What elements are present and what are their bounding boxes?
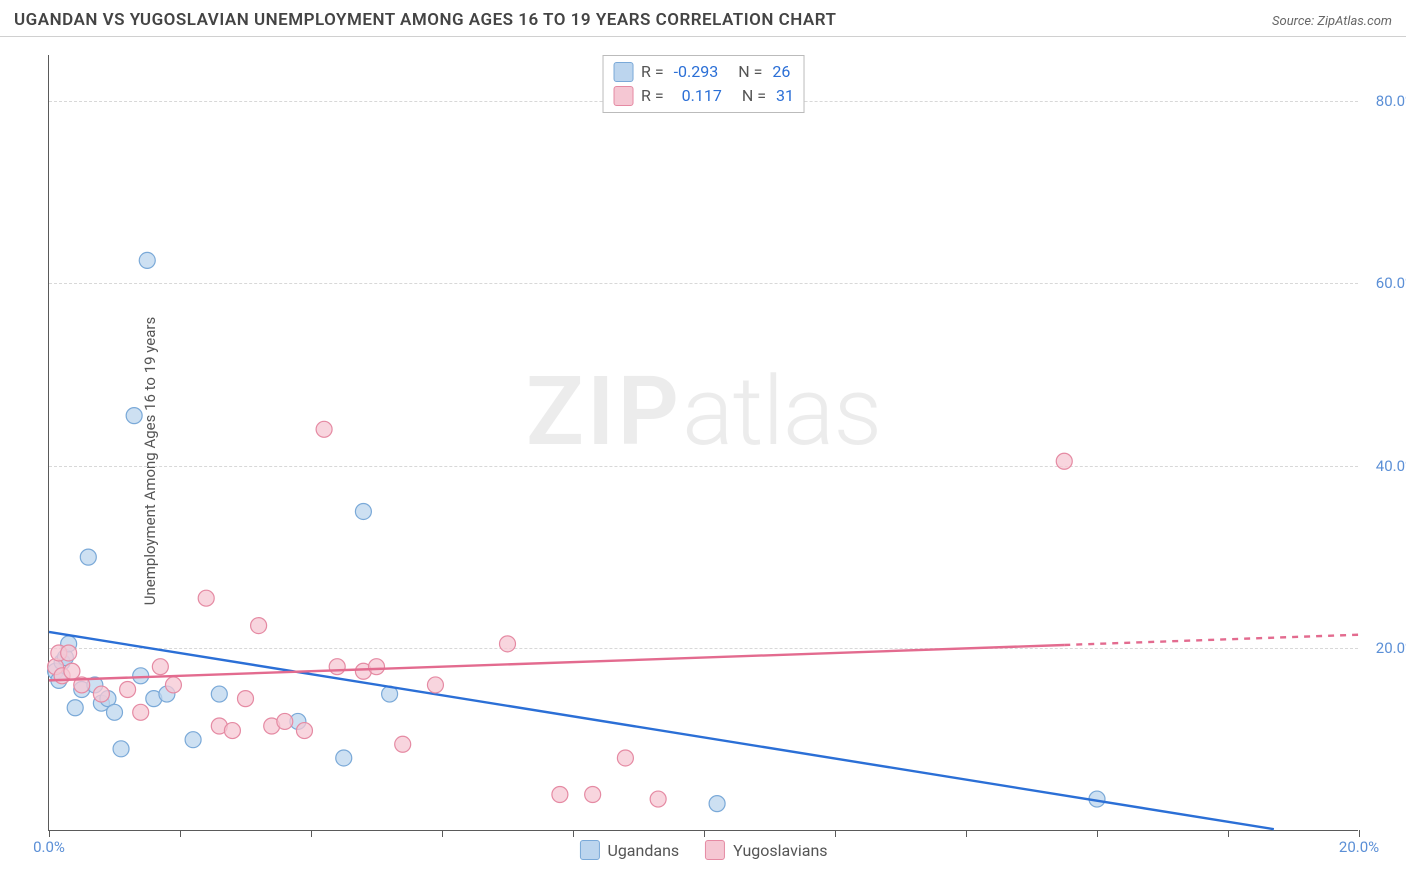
stat-n-value-ugandans: 26: [772, 60, 790, 84]
stats-row-ugandans: R = -0.293 N = 26: [613, 60, 794, 84]
legend-swatch-ugandans: [579, 840, 599, 860]
chart-area: Unemployment Among Ages 16 to 19 years R…: [0, 37, 1406, 885]
x-tick: [180, 830, 181, 837]
data-point: [585, 786, 601, 802]
data-point: [113, 741, 129, 757]
data-point: [617, 750, 633, 766]
data-point: [296, 723, 312, 739]
data-point: [251, 618, 267, 634]
y-tick-label: 20.0%: [1376, 639, 1406, 657]
x-tick-label: 0.0%: [33, 838, 65, 856]
legend-label-ugandans: Ugandans: [607, 841, 679, 860]
scatter-svg: [49, 55, 1359, 831]
data-point: [139, 252, 155, 268]
x-tick: [1359, 830, 1360, 837]
stats-row-yugoslavians: R = 0.117 N = 31: [613, 84, 794, 108]
stat-r-value-yugoslavians: 0.117: [682, 84, 722, 108]
data-point: [500, 636, 516, 652]
legend-item-ugandans: Ugandans: [579, 840, 679, 860]
x-tick: [49, 830, 50, 837]
data-point: [336, 750, 352, 766]
data-point: [316, 421, 332, 437]
x-tick: [1097, 830, 1098, 837]
stat-r-label: R =: [641, 84, 664, 108]
data-point: [395, 736, 411, 752]
data-point: [709, 796, 725, 812]
data-point: [552, 786, 568, 802]
data-point: [427, 677, 443, 693]
data-point: [238, 691, 254, 707]
data-point: [224, 723, 240, 739]
source-label: Source: ZipAtlas.com: [1272, 14, 1392, 29]
y-tick-label: 40.0%: [1376, 457, 1406, 475]
data-point: [369, 659, 385, 675]
stat-n-value-yugoslavians: 31: [776, 84, 794, 108]
data-point: [67, 700, 83, 716]
swatch-ugandans: [613, 62, 633, 82]
data-point: [133, 704, 149, 720]
chart-title: UGANDAN VS YUGOSLAVIAN UNEMPLOYMENT AMON…: [14, 10, 836, 30]
x-tick: [311, 830, 312, 837]
data-point: [277, 713, 293, 729]
swatch-yugoslavians: [613, 86, 633, 106]
x-tick: [835, 830, 836, 837]
stat-n-label: N =: [742, 84, 766, 108]
y-tick-label: 60.0%: [1376, 274, 1406, 292]
stat-n-label: N =: [738, 60, 762, 84]
data-point: [120, 681, 136, 697]
data-point: [211, 686, 227, 702]
data-point: [650, 791, 666, 807]
x-tick: [573, 830, 574, 837]
data-point: [165, 677, 181, 693]
x-tick-label: 20.0%: [1339, 838, 1379, 856]
data-point: [355, 503, 371, 519]
data-point: [329, 659, 345, 675]
data-point: [152, 659, 168, 675]
legend-label-yugoslavians: Yugoslavians: [733, 841, 827, 860]
y-tick-label: 80.0%: [1376, 92, 1406, 110]
x-tick: [704, 830, 705, 837]
trend-line-dashed: [1064, 635, 1359, 645]
data-point: [107, 704, 123, 720]
legend-swatch-yugoslavians: [705, 840, 725, 860]
x-tick: [442, 830, 443, 837]
legend-item-yugoslavians: Yugoslavians: [705, 840, 827, 860]
title-bar: UGANDAN VS YUGOSLAVIAN UNEMPLOYMENT AMON…: [0, 0, 1406, 37]
x-tick: [1228, 830, 1229, 837]
data-point: [126, 408, 142, 424]
stats-box: R = -0.293 N = 26 R = 0.117 N = 31: [602, 55, 805, 113]
data-point: [61, 645, 77, 661]
trend-line: [49, 645, 1064, 680]
data-point: [80, 549, 96, 565]
stat-r-label: R =: [641, 60, 664, 84]
data-point: [93, 686, 109, 702]
plot-region: R = -0.293 N = 26 R = 0.117 N = 31 ZIPat…: [48, 55, 1358, 831]
data-point: [64, 663, 80, 679]
legend: Ugandans Yugoslavians: [579, 840, 827, 860]
data-point: [198, 590, 214, 606]
data-point: [185, 732, 201, 748]
x-tick: [966, 830, 967, 837]
data-point: [1056, 453, 1072, 469]
stat-r-value-ugandans: -0.293: [674, 60, 719, 84]
